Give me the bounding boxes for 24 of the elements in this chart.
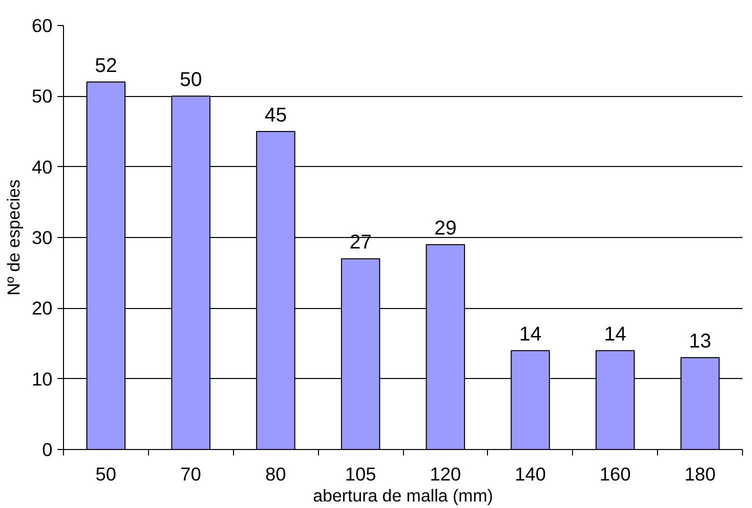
y-tick-label: 30 bbox=[32, 227, 53, 248]
data-label: 29 bbox=[434, 218, 457, 240]
data-label: 52 bbox=[94, 55, 118, 78]
y-tick-label: 0 bbox=[42, 439, 53, 460]
y-tick-label: 20 bbox=[32, 298, 53, 319]
x-tick-label: 120 bbox=[430, 464, 462, 484]
x-tick-label: 140 bbox=[514, 464, 546, 484]
y-tick-label: 60 bbox=[32, 15, 53, 36]
x-tick-label: 160 bbox=[600, 464, 631, 484]
y-tick-label: 50 bbox=[32, 86, 53, 107]
x-tick-label: 80 bbox=[265, 464, 286, 484]
data-label: 14 bbox=[519, 324, 542, 346]
x-axis-title: abertura de malla (mm) bbox=[312, 486, 494, 506]
x-tick-label: 50 bbox=[96, 464, 116, 484]
x-tick-label: 105 bbox=[345, 464, 376, 484]
data-label: 13 bbox=[688, 330, 712, 353]
x-tick-label: 180 bbox=[684, 464, 716, 484]
y-axis-title: Nº de especies bbox=[4, 179, 24, 296]
data-label: 45 bbox=[264, 104, 287, 126]
y-tick-label: 10 bbox=[32, 368, 53, 390]
x-tick-label: 70 bbox=[180, 464, 202, 484]
data-label: 14 bbox=[604, 324, 626, 346]
y-tick-label: 40 bbox=[32, 156, 53, 178]
data-label: 50 bbox=[180, 69, 202, 92]
